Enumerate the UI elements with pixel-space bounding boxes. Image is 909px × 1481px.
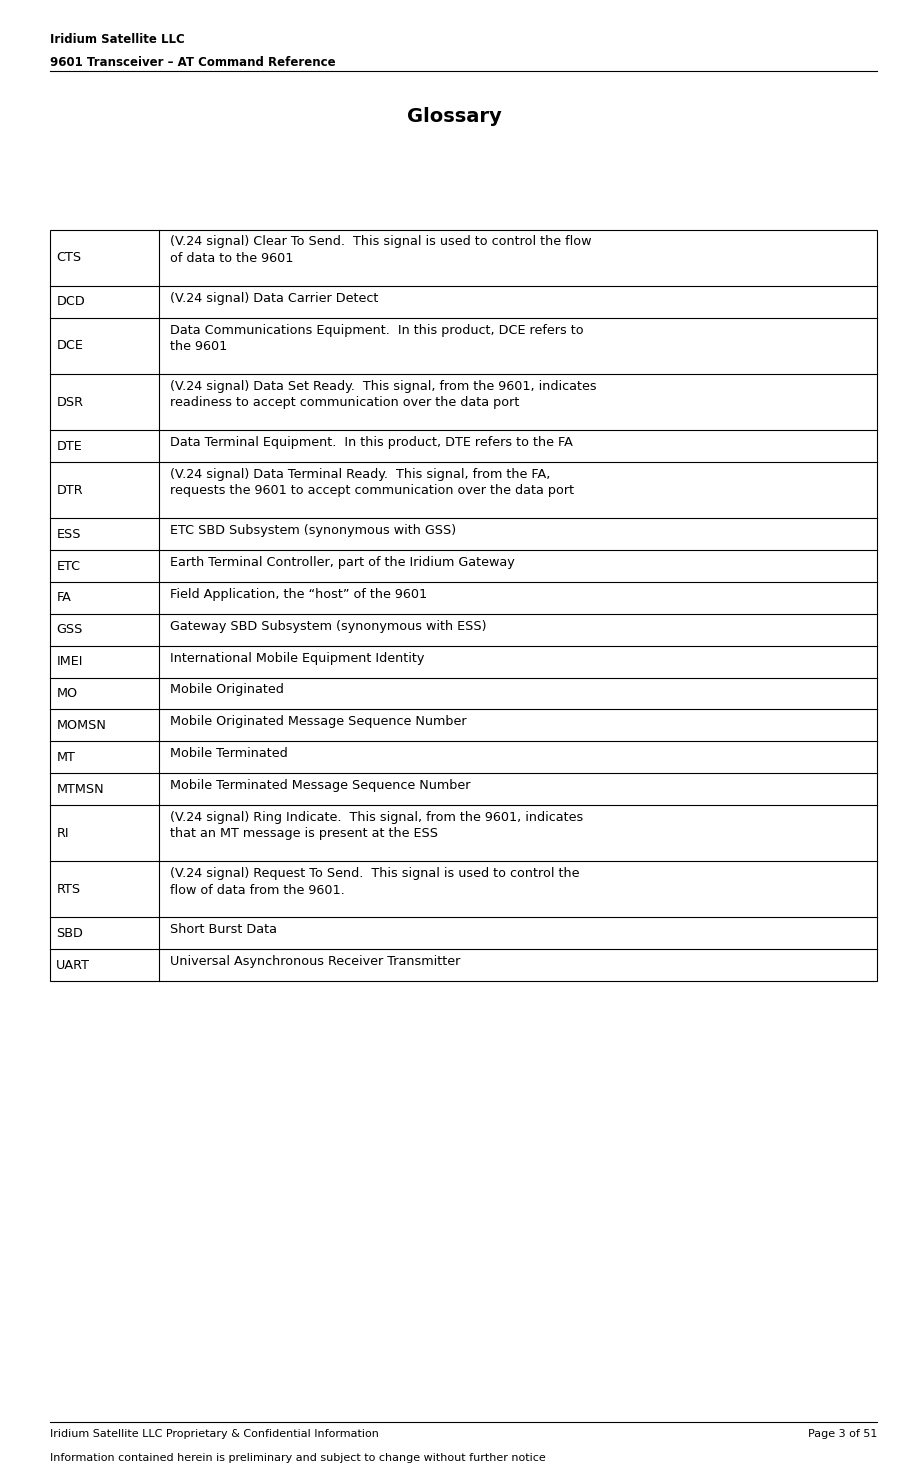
Text: Glossary: Glossary — [407, 107, 502, 126]
Text: (V.24 signal) Data Terminal Ready.  This signal, from the FA,
requests the 9601 : (V.24 signal) Data Terminal Ready. This … — [170, 468, 574, 498]
Text: RTS: RTS — [56, 883, 81, 896]
Text: SBD: SBD — [56, 927, 84, 940]
Text: FA: FA — [56, 591, 71, 604]
Text: Gateway SBD Subsystem (synonymous with ESS): Gateway SBD Subsystem (synonymous with E… — [170, 619, 486, 632]
Text: UART: UART — [56, 958, 90, 972]
Text: (V.24 signal) Data Carrier Detect: (V.24 signal) Data Carrier Detect — [170, 292, 378, 305]
Text: Short Burst Data: Short Burst Data — [170, 923, 277, 936]
Text: (V.24 signal) Clear To Send.  This signal is used to control the flow
of data to: (V.24 signal) Clear To Send. This signal… — [170, 235, 592, 265]
Text: (V.24 signal) Data Set Ready.  This signal, from the 9601, indicates
readiness t: (V.24 signal) Data Set Ready. This signa… — [170, 379, 596, 409]
Text: GSS: GSS — [56, 624, 83, 637]
Text: RI: RI — [56, 826, 69, 840]
Text: Iridium Satellite LLC: Iridium Satellite LLC — [50, 33, 185, 46]
Text: MTMSN: MTMSN — [56, 782, 104, 795]
Bar — [50, 230, 877, 980]
Text: Data Terminal Equipment.  In this product, DTE refers to the FA: Data Terminal Equipment. In this product… — [170, 435, 573, 449]
Text: DCE: DCE — [56, 339, 84, 352]
Text: Field Application, the “host” of the 9601: Field Application, the “host” of the 960… — [170, 588, 427, 601]
Text: Information contained herein is preliminary and subject to change without furthe: Information contained herein is prelimin… — [50, 1453, 545, 1463]
Text: Universal Asynchronous Receiver Transmitter: Universal Asynchronous Receiver Transmit… — [170, 955, 460, 969]
Text: DCD: DCD — [56, 295, 85, 308]
Text: Data Communications Equipment.  In this product, DCE refers to
the 9601: Data Communications Equipment. In this p… — [170, 324, 584, 352]
Text: Mobile Originated: Mobile Originated — [170, 683, 284, 696]
Text: IMEI: IMEI — [56, 655, 83, 668]
Text: Mobile Terminated: Mobile Terminated — [170, 746, 288, 760]
Text: ETC SBD Subsystem (synonymous with GSS): ETC SBD Subsystem (synonymous with GSS) — [170, 524, 456, 538]
Text: International Mobile Equipment Identity: International Mobile Equipment Identity — [170, 652, 425, 665]
Text: DTE: DTE — [56, 440, 82, 453]
Text: 9601 Transceiver – AT Command Reference: 9601 Transceiver – AT Command Reference — [50, 56, 335, 70]
Text: ESS: ESS — [56, 527, 81, 541]
Text: (V.24 signal) Request To Send.  This signal is used to control the
flow of data : (V.24 signal) Request To Send. This sign… — [170, 866, 579, 896]
Text: DTR: DTR — [56, 484, 83, 496]
Text: DSR: DSR — [56, 395, 84, 409]
Text: Earth Terminal Controller, part of the Iridium Gateway: Earth Terminal Controller, part of the I… — [170, 557, 514, 569]
Text: Iridium Satellite LLC Proprietary & Confidential Information: Iridium Satellite LLC Proprietary & Conf… — [50, 1429, 379, 1440]
Text: CTS: CTS — [56, 252, 82, 264]
Text: (V.24 signal) Ring Indicate.  This signal, from the 9601, indicates
that an MT m: (V.24 signal) Ring Indicate. This signal… — [170, 810, 584, 840]
Text: MO: MO — [56, 687, 77, 701]
Text: MT: MT — [56, 751, 75, 764]
Text: Mobile Originated Message Sequence Number: Mobile Originated Message Sequence Numbe… — [170, 715, 466, 729]
Text: Mobile Terminated Message Sequence Number: Mobile Terminated Message Sequence Numbe… — [170, 779, 471, 792]
Text: MOMSN: MOMSN — [56, 718, 106, 732]
Text: ETC: ETC — [56, 560, 81, 573]
Text: Page 3 of 51: Page 3 of 51 — [808, 1429, 877, 1440]
